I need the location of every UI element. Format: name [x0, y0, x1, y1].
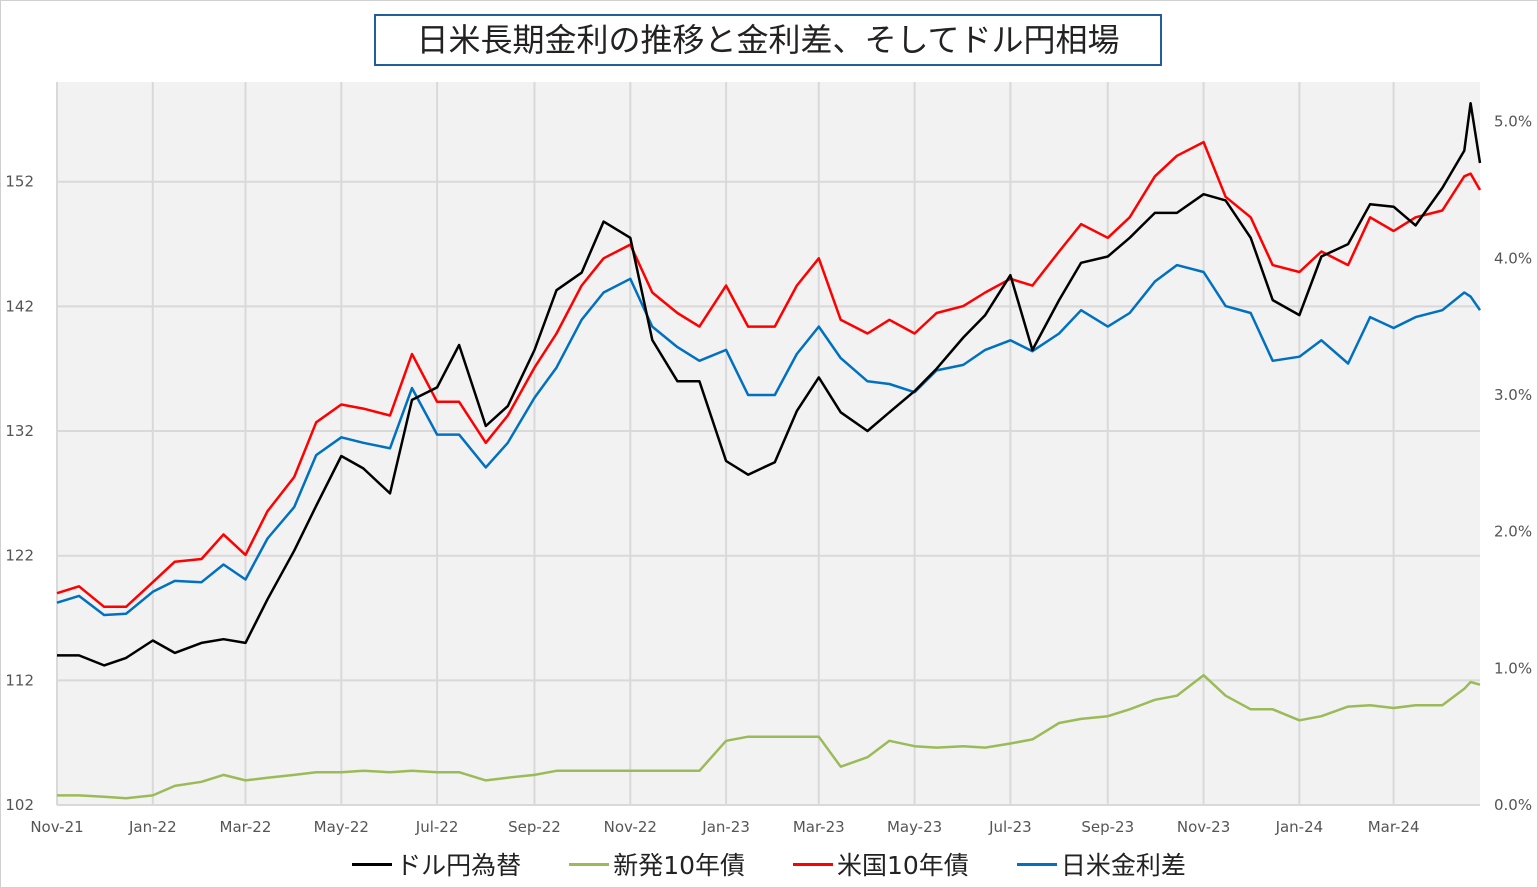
x-tick-label: May-22 [314, 818, 369, 836]
series-line-2 [56, 140, 1482, 609]
legend-item: 米国10年債 [793, 846, 969, 882]
x-tick-label: Jan-22 [128, 818, 177, 836]
legend-swatch [793, 862, 833, 866]
chart-title: 日米長期金利の推移と金利差、そしてドル円相場 [374, 14, 1162, 66]
y-right-tick-label: 5.0% [1494, 113, 1532, 131]
y-right-tick-label: 0.0% [1494, 796, 1532, 814]
legend-item: 新発10年債 [569, 846, 745, 882]
y-right-tick-label: 4.0% [1494, 249, 1532, 267]
y-left-tick-label: 122 [5, 547, 34, 565]
x-tick-label: May-23 [887, 818, 942, 836]
y-left-tick-label: 132 [5, 422, 34, 440]
y-left-tick-label: 142 [5, 297, 34, 315]
legend-item: 日米金利差 [1016, 846, 1186, 882]
y-left-tick-label: 112 [5, 671, 34, 689]
y-left-tick-label: 102 [5, 796, 34, 814]
legend-swatch [1016, 862, 1057, 866]
x-tick-label: Nov-21 [30, 818, 83, 836]
y-left-tick-label: 152 [5, 173, 34, 191]
x-tick-label: Mar-23 [793, 818, 845, 836]
x-tick-label: Jul-22 [415, 818, 459, 836]
y-right-tick-label: 2.0% [1494, 523, 1532, 541]
x-tick-label: Mar-22 [220, 818, 272, 836]
x-tick-label: Mar-24 [1368, 818, 1420, 836]
x-tick-label: Nov-23 [1177, 818, 1230, 836]
series-line-0 [57, 101, 1482, 667]
x-tick-label: Sep-22 [508, 818, 561, 836]
x-tick-label: Nov-22 [604, 818, 657, 836]
legend-swatch [352, 862, 393, 866]
legend-label: 米国10年債 [837, 851, 969, 880]
y-right-tick-label: 1.0% [1494, 659, 1532, 677]
legend-swatch [569, 862, 610, 866]
legend-label: 新発10年債 [613, 851, 745, 880]
legend-label: 日米金利差 [1060, 851, 1186, 880]
series-line-1 [57, 673, 1481, 800]
y-right-tick-label: 3.0% [1494, 386, 1532, 404]
x-tick-label: Jan-24 [1275, 818, 1324, 836]
x-tick-label: Jul-23 [988, 818, 1032, 836]
series-line-3 [56, 263, 1482, 617]
x-tick-label: Sep-23 [1081, 818, 1134, 836]
plot-area [57, 82, 1480, 805]
legend: ドル円為替 新発10年債 米国10年債 日米金利差 [0, 846, 1538, 882]
legend-label: ドル円為替 [396, 851, 522, 880]
x-tick-label: Jan-23 [701, 818, 750, 836]
legend-item: ドル円為替 [352, 846, 521, 882]
